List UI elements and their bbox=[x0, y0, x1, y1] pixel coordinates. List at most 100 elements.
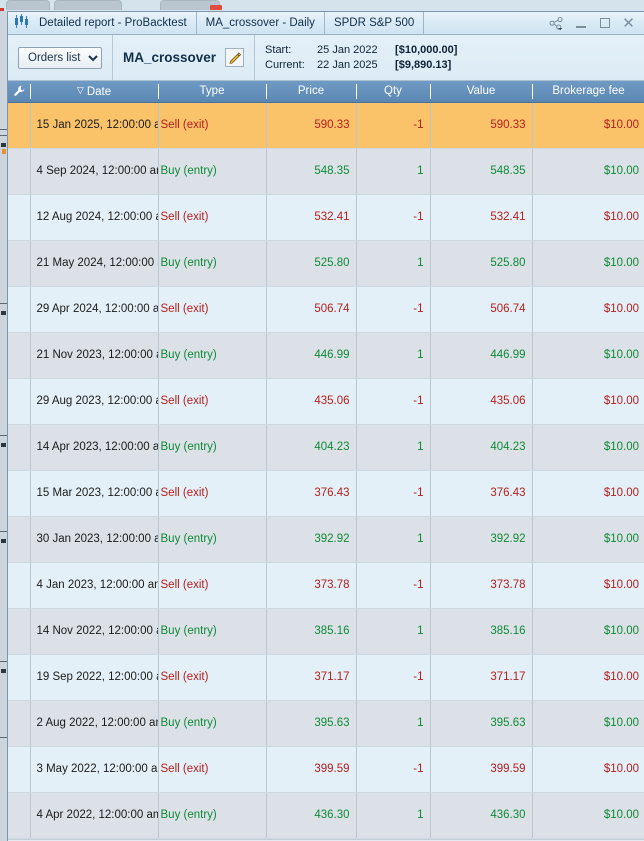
tab-label: MA_crossover - Daily bbox=[205, 17, 315, 29]
column-header-brokerage-fee[interactable]: Brokerage fee bbox=[532, 81, 644, 103]
background-tab-badge bbox=[210, 5, 222, 10]
cell-date: 29 Aug 2023, 12:00:00 am bbox=[30, 378, 159, 425]
row-handle bbox=[8, 608, 31, 655]
cell-type: Buy (entry) bbox=[158, 148, 267, 195]
window-titlebar: Detailed report - ProBacktest MA_crossov… bbox=[8, 12, 644, 35]
cell-type: Sell (exit) bbox=[158, 378, 267, 425]
orders-table-container[interactable]: ▽ Date Type Price Qty Value bbox=[8, 81, 644, 841]
close-icon[interactable]: ✕ bbox=[622, 14, 635, 32]
cell-brokerage-fee: $10.00 bbox=[532, 700, 644, 747]
cell-qty: -1 bbox=[356, 194, 431, 241]
cell-price: 532.41 bbox=[266, 194, 357, 241]
cell-brokerage-fee: $10.00 bbox=[532, 148, 644, 195]
table-row[interactable]: 14 Apr 2023, 12:00:00 am Buy (entry) 404.2… bbox=[8, 424, 644, 471]
cell-value: 446.99 bbox=[430, 332, 533, 379]
table-row[interactable]: 3 May 2022, 12:00:00 am Sell (exit) 399.59… bbox=[8, 746, 644, 793]
row-handle bbox=[8, 470, 31, 517]
cell-qty: -1 bbox=[356, 562, 431, 609]
cell-value: 590.33 bbox=[430, 102, 533, 149]
pencil-edit-icon[interactable] bbox=[225, 48, 245, 67]
cell-date: 29 Apr 2024, 12:00:00 am bbox=[30, 286, 159, 333]
share-icon[interactable] bbox=[549, 16, 564, 31]
tab-detailed-report[interactable]: Detailed report - ProBacktest bbox=[8, 12, 197, 34]
background-tabstrip bbox=[0, 0, 644, 17]
column-header-qty[interactable]: Qty bbox=[356, 81, 430, 103]
table-row[interactable]: 4 Jan 2023, 12:00:00 am Sell (exit) 373.78… bbox=[8, 562, 644, 609]
cell-qty: 1 bbox=[356, 148, 431, 195]
wrench-settings-icon[interactable] bbox=[8, 81, 30, 103]
table-row[interactable]: 4 Apr 2022, 12:00:00 am Buy (entry) 436.30… bbox=[8, 792, 644, 839]
column-header-price[interactable]: Price bbox=[266, 81, 356, 103]
cell-date: 19 Sep 2022, 12:00:00 am bbox=[30, 654, 159, 701]
cell-date: 14 Nov 2022, 12:00:00 am bbox=[30, 608, 159, 655]
window-controls: ✕ bbox=[549, 12, 644, 34]
cell-qty: 1 bbox=[356, 240, 431, 287]
maximize-icon[interactable] bbox=[597, 16, 612, 31]
row-handle bbox=[8, 654, 31, 701]
cell-qty: -1 bbox=[356, 746, 431, 793]
tab-spdr-sp500[interactable]: SPDR S&P 500 bbox=[325, 12, 425, 34]
cell-brokerage-fee: $10.00 bbox=[532, 424, 644, 471]
cell-type: Buy (entry) bbox=[158, 700, 267, 747]
column-header-type[interactable]: Type bbox=[158, 81, 266, 103]
table-row[interactable]: 30 Jan 2023, 12:00:00 am Buy (entry) 392.9… bbox=[8, 516, 644, 563]
summary-section: Start: 25 Jan 2022 [$10,000.00] Current:… bbox=[255, 35, 467, 80]
start-date: 25 Jan 2022 bbox=[317, 43, 378, 56]
cell-type: Sell (exit) bbox=[158, 470, 267, 517]
table-row[interactable]: 12 Aug 2024, 12:00:00 am Sell (exit) 532.4… bbox=[8, 194, 644, 241]
cell-brokerage-fee: $10.00 bbox=[532, 608, 644, 655]
table-row[interactable]: 15 Mar 2023, 12:00:00 am Sell (exit) 376.4… bbox=[8, 470, 644, 517]
table-row[interactable]: 2 Aug 2022, 12:00:00 am Buy (entry) 395.63… bbox=[8, 700, 644, 747]
cell-qty: -1 bbox=[356, 470, 431, 517]
cell-qty: -1 bbox=[356, 102, 431, 149]
cell-qty: 1 bbox=[356, 516, 431, 563]
table-row[interactable]: 15 Jan 2025, 12:00:00 am Sell (exit) 590.3… bbox=[8, 102, 644, 149]
minimize-icon[interactable] bbox=[573, 16, 588, 31]
cell-type: Sell (exit) bbox=[158, 102, 267, 149]
cell-qty: -1 bbox=[356, 654, 431, 701]
column-label: Brokerage fee bbox=[552, 85, 625, 98]
column-header-date[interactable]: ▽ Date bbox=[30, 81, 158, 103]
cell-date: 4 Sep 2024, 12:00:00 am bbox=[30, 148, 159, 195]
cell-date: 4 Apr 2022, 12:00:00 am bbox=[30, 792, 159, 839]
cell-qty: 1 bbox=[356, 792, 431, 839]
cell-qty: 1 bbox=[356, 332, 431, 379]
cell-date: 12 Aug 2024, 12:00:00 am bbox=[30, 194, 159, 241]
background-tab-2[interactable] bbox=[54, 0, 122, 10]
summary-start-row: Start: 25 Jan 2022 [$10,000.00] bbox=[265, 43, 457, 58]
background-tab-1[interactable] bbox=[6, 0, 50, 10]
cell-brokerage-fee: $10.00 bbox=[532, 562, 644, 609]
row-handle bbox=[8, 516, 31, 563]
probacktest-window: Detailed report - ProBacktest MA_crossov… bbox=[7, 11, 644, 841]
cell-value: 525.80 bbox=[430, 240, 533, 287]
cell-value: 436.30 bbox=[430, 792, 533, 839]
row-handle bbox=[8, 148, 31, 195]
cell-brokerage-fee: $10.00 bbox=[532, 792, 644, 839]
strategy-name: MA_crossover bbox=[123, 50, 217, 65]
tab-ma-crossover-daily[interactable]: MA_crossover - Daily bbox=[197, 12, 325, 34]
cell-value: 548.35 bbox=[430, 148, 533, 195]
column-label: Qty bbox=[384, 85, 402, 98]
column-header-value[interactable]: Value bbox=[430, 81, 532, 103]
current-amount: [$9,890.13] bbox=[395, 58, 452, 71]
start-amount: [$10,000.00] bbox=[395, 43, 458, 56]
cell-value: 399.59 bbox=[430, 746, 533, 793]
table-row[interactable]: 4 Sep 2024, 12:00:00 am Buy (entry) 548.35… bbox=[8, 148, 644, 195]
cell-value: 532.41 bbox=[430, 194, 533, 241]
cell-price: 395.63 bbox=[266, 700, 357, 747]
current-label: Current: bbox=[265, 58, 305, 71]
current-date: 22 Jan 2025 bbox=[317, 58, 378, 71]
cell-value: 373.78 bbox=[430, 562, 533, 609]
cell-price: 371.17 bbox=[266, 654, 357, 701]
table-row[interactable]: 29 Aug 2023, 12:00:00 am Sell (exit) 435.0… bbox=[8, 378, 644, 425]
table-row[interactable]: 29 Apr 2024, 12:00:00 am Sell (exit) 506.7… bbox=[8, 286, 644, 333]
orders-list-select[interactable]: Orders list bbox=[18, 46, 102, 69]
cell-date: 2 Aug 2022, 12:00:00 am bbox=[30, 700, 159, 747]
cell-brokerage-fee: $10.00 bbox=[532, 470, 644, 517]
cell-type: Sell (exit) bbox=[158, 286, 267, 333]
